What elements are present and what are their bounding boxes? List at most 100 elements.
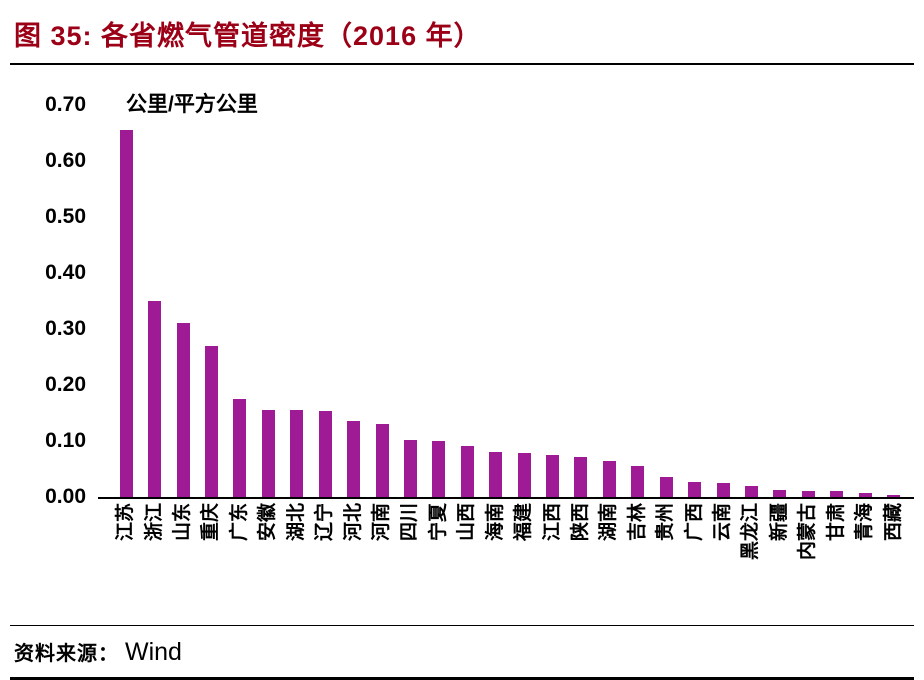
bar-chart: 0.70 0.60 0.50 0.40 0.30 0.20 0.10 0.00 公里/平方公里… xyxy=(10,93,914,609)
bar-cell: 贵州 xyxy=(652,105,680,609)
x-axis-label-text: 河北 xyxy=(342,503,364,542)
bar-area xyxy=(851,105,879,497)
bar-area xyxy=(680,105,708,497)
x-axis-label: 湖南 xyxy=(595,503,623,609)
x-axis-label-text: 安徽 xyxy=(257,503,279,542)
bar-area xyxy=(396,105,424,497)
source-divider xyxy=(10,625,914,626)
x-axis-label: 河南 xyxy=(368,503,396,609)
figure-title: 图 35: 各省燃气管道密度（2016 年） xyxy=(14,21,482,51)
bar-area xyxy=(510,105,538,497)
bar-area xyxy=(197,105,225,497)
x-axis-label-text: 甘肃 xyxy=(825,503,847,542)
bar xyxy=(119,130,133,497)
x-axis-label-text: 宁夏 xyxy=(427,503,449,542)
bar xyxy=(858,492,872,497)
x-axis-label-text: 湖北 xyxy=(285,503,307,542)
bar-area xyxy=(425,105,453,497)
x-axis-label-text: 内蒙古 xyxy=(797,503,819,561)
bar-cell: 云南 xyxy=(709,105,737,609)
bar xyxy=(290,410,304,497)
x-axis-label-text: 江西 xyxy=(541,503,563,542)
bar-area xyxy=(595,105,623,497)
x-axis-label-text: 福建 xyxy=(513,503,535,542)
bar-cell: 吉林 xyxy=(624,105,652,609)
bar xyxy=(801,491,815,497)
bar xyxy=(688,481,702,497)
bar-area xyxy=(766,105,794,497)
bar xyxy=(716,483,730,497)
bar-cell: 宁夏 xyxy=(425,105,453,609)
bar xyxy=(318,411,332,497)
x-axis-label-text: 山东 xyxy=(172,503,194,542)
x-axis-label: 江西 xyxy=(538,503,566,609)
source-label: 资料来源： xyxy=(14,643,119,665)
bar xyxy=(460,445,474,497)
plot-bars: 江苏 浙江 山东 重庆 广东 安徽 湖北 辽宁 河北 河南 四川 宁夏 山西 海南 福建 江西 陕西 湖南 吉林 贵州… xyxy=(98,105,914,609)
bar-area xyxy=(254,105,282,497)
bar-area xyxy=(283,105,311,497)
x-axis-label-text: 四川 xyxy=(399,503,421,542)
bar-cell: 重庆 xyxy=(197,105,225,609)
bar-area xyxy=(368,105,396,497)
bar xyxy=(432,440,446,497)
bar-area xyxy=(169,105,197,497)
bar-cell: 四川 xyxy=(396,105,424,609)
bar-area xyxy=(481,105,509,497)
bar xyxy=(204,345,218,497)
x-axis-label-text: 海南 xyxy=(484,503,506,542)
bar-area xyxy=(140,105,168,497)
x-axis-label: 福建 xyxy=(510,503,538,609)
x-axis-label-text: 陕西 xyxy=(569,503,591,542)
x-axis-label: 河北 xyxy=(339,503,367,609)
x-axis-label: 辽宁 xyxy=(311,503,339,609)
bar xyxy=(261,410,275,497)
x-axis-label: 山西 xyxy=(453,503,481,609)
bar-cell: 河北 xyxy=(339,105,367,609)
bar xyxy=(517,453,531,497)
bar xyxy=(489,452,503,497)
bar-cell: 西藏 xyxy=(879,105,907,609)
bar-cell: 黑龙江 xyxy=(737,105,765,609)
bar xyxy=(375,424,389,497)
x-axis-label-text: 江苏 xyxy=(115,503,137,542)
x-axis-label-text: 广东 xyxy=(228,503,250,542)
x-axis-label: 内蒙古 xyxy=(794,503,822,609)
bar-area xyxy=(538,105,566,497)
bar-cell: 河南 xyxy=(368,105,396,609)
y-axis: 0.70 0.60 0.50 0.40 0.30 0.20 0.10 0.00 xyxy=(45,93,86,508)
x-axis-label: 新疆 xyxy=(766,503,794,609)
x-axis-label: 吉林 xyxy=(624,503,652,609)
bar-cell: 江苏 xyxy=(112,105,140,609)
x-axis-label-text: 黑龙江 xyxy=(740,503,762,561)
bar-cell: 辽宁 xyxy=(311,105,339,609)
y-axis-unit-label: 公里/平方公里 xyxy=(126,93,258,116)
x-axis-label-text: 浙江 xyxy=(143,503,165,542)
x-axis-label: 重庆 xyxy=(197,503,225,609)
x-axis-label-text: 广西 xyxy=(683,503,705,542)
bar xyxy=(631,466,645,497)
bar xyxy=(602,460,616,497)
bar xyxy=(830,491,844,497)
x-axis-label-text: 湖南 xyxy=(598,503,620,542)
bar-area xyxy=(112,105,140,497)
x-axis-label-text: 重庆 xyxy=(200,503,222,542)
x-axis-label-text: 河南 xyxy=(371,503,392,542)
bar-cell: 海南 xyxy=(481,105,509,609)
x-axis-label-text: 云南 xyxy=(712,503,734,542)
bar-cell: 广西 xyxy=(680,105,708,609)
bar xyxy=(773,490,787,497)
bar xyxy=(347,421,361,497)
bar xyxy=(887,495,901,497)
bar-cell: 内蒙古 xyxy=(794,105,822,609)
source-name: Wind xyxy=(125,638,182,666)
bar-cell: 浙江 xyxy=(140,105,168,609)
x-axis-label: 海南 xyxy=(481,503,509,609)
x-axis-label-text: 青海 xyxy=(854,503,876,542)
bar xyxy=(546,455,560,497)
x-axis-label: 山东 xyxy=(169,503,197,609)
bar-area xyxy=(823,105,851,497)
bar-cell: 山东 xyxy=(169,105,197,609)
bar-area xyxy=(879,105,907,497)
